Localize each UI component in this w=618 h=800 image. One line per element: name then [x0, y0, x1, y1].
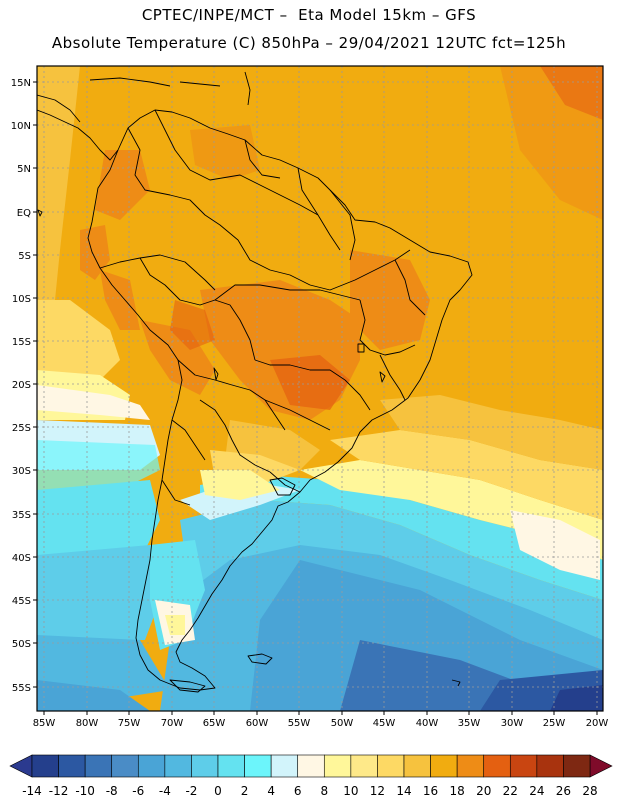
- colorbar-tick-label: 22: [503, 784, 518, 798]
- lat-label: 45S: [12, 596, 31, 607]
- colorbar-swatch: [164, 754, 192, 778]
- lat-label: 30S: [12, 466, 31, 477]
- colorbar-tick-label: 6: [294, 784, 302, 798]
- lon-label: 55W: [288, 718, 311, 729]
- colorbar-swatch: [483, 754, 511, 778]
- colorbar-under-arrow: [9, 754, 33, 778]
- lon-label: 40W: [416, 718, 439, 729]
- colorbar-tick-label: 24: [529, 784, 544, 798]
- lon-label: 80W: [76, 718, 99, 729]
- colorbar-tick-label: -10: [75, 784, 95, 798]
- colorbar-tick-label: -4: [159, 784, 171, 798]
- colorbar-swatch: [430, 754, 458, 778]
- colorbar-tick-label: -6: [132, 784, 144, 798]
- colorbar-tick-label: -14: [22, 784, 42, 798]
- colorbar-tick-label: 8: [320, 784, 328, 798]
- colorbar-swatch: [217, 754, 245, 778]
- lon-label: 85W: [33, 718, 56, 729]
- lat-label: 15N: [11, 78, 31, 89]
- lon-label: 25W: [543, 718, 566, 729]
- colorbar-tick-label: 12: [370, 784, 385, 798]
- lat-label: 15S: [12, 337, 31, 348]
- colorbar-tick-label: 20: [476, 784, 491, 798]
- map-frame: [36, 65, 604, 712]
- colorbar-swatch: [403, 754, 431, 778]
- lon-label: 50W: [331, 718, 354, 729]
- colorbar-tick-label: 14: [396, 784, 411, 798]
- lon-label: 20W: [586, 718, 609, 729]
- lat-label: 55S: [12, 683, 31, 694]
- lon-label: 60W: [246, 718, 269, 729]
- colorbar-tick-label: 2: [241, 784, 249, 798]
- colorbar-swatch: [297, 754, 325, 778]
- colorbar-tick-label: 16: [423, 784, 438, 798]
- lat-label: 50S: [12, 639, 31, 650]
- colorbar-swatch: [350, 754, 378, 778]
- lon-label: 30W: [501, 718, 524, 729]
- colorbar-tick-label: 26: [556, 784, 571, 798]
- lat-label: EQ: [17, 208, 31, 219]
- lat-label: 20S: [12, 380, 31, 391]
- colorbar-swatch: [377, 754, 405, 778]
- lon-label: 35W: [458, 718, 481, 729]
- lon-label: 75W: [118, 718, 141, 729]
- colorbar-swatch: [137, 754, 166, 778]
- lat-label: 5S: [18, 251, 31, 262]
- colorbar-swatch: [84, 754, 113, 778]
- colorbar-swatch: [563, 754, 591, 778]
- colorbar-swatch: [323, 754, 352, 778]
- lon-label: 45W: [373, 718, 396, 729]
- lat-label: 5N: [17, 164, 31, 175]
- coastline-and-borders: [37, 71, 473, 693]
- colorbar-tick-label: 28: [582, 784, 597, 798]
- colorbar-swatch: [270, 754, 299, 778]
- grid-lines: [37, 66, 603, 711]
- colorbar-swatch: [31, 754, 59, 778]
- lat-label: 40S: [12, 553, 31, 564]
- lat-label: 35S: [12, 510, 31, 521]
- colorbar-swatch: [536, 754, 564, 778]
- lat-label: 25S: [12, 423, 31, 434]
- colorbar-swatch: [58, 754, 86, 778]
- colorbar-swatch: [111, 754, 139, 778]
- map-title-line-1: CPTEC/INPE/MCT – Eta Model 15km – GFS: [141, 6, 477, 24]
- lat-label: 10S: [12, 294, 31, 305]
- latitude-labels: 15N 10N 5N EQ 5S 10S 15S 20S 25S 30S 35S…: [11, 78, 31, 694]
- colorbar-tick-label: -2: [185, 784, 197, 798]
- colorbar-swatch: [191, 754, 219, 778]
- colorbar-over-arrow: [589, 754, 613, 778]
- colorbar-swatch: [456, 754, 485, 778]
- colorbar-tick-label: 10: [343, 784, 358, 798]
- lon-label: 70W: [161, 718, 184, 729]
- lat-label: 10N: [11, 121, 31, 132]
- colorbar-tick-label: -8: [106, 784, 118, 798]
- colorbar: -14 -12 -10 -8 -6 -4 -2 0 2 4 6 8 10 12 14 16 18 20 22 24 26…: [9, 754, 613, 798]
- colorbar-tick-label: 4: [267, 784, 275, 798]
- longitude-labels: 85W 80W 75W 70W 65W 60W 55W 50W 45W 40W …: [33, 718, 609, 729]
- colorbar-tick-label: 0: [214, 784, 222, 798]
- axis-ticks: [33, 81, 598, 715]
- colorbar-swatch: [244, 754, 272, 778]
- lon-label: 65W: [203, 718, 226, 729]
- temperature-field: [37, 66, 603, 711]
- map-title-line-2: Absolute Temperature (C) 850hPa – 29/04/…: [51, 34, 567, 52]
- colorbar-tick-label: -12: [49, 784, 69, 798]
- colorbar-swatch: [509, 754, 538, 778]
- colorbar-tick-label: 18: [450, 784, 465, 798]
